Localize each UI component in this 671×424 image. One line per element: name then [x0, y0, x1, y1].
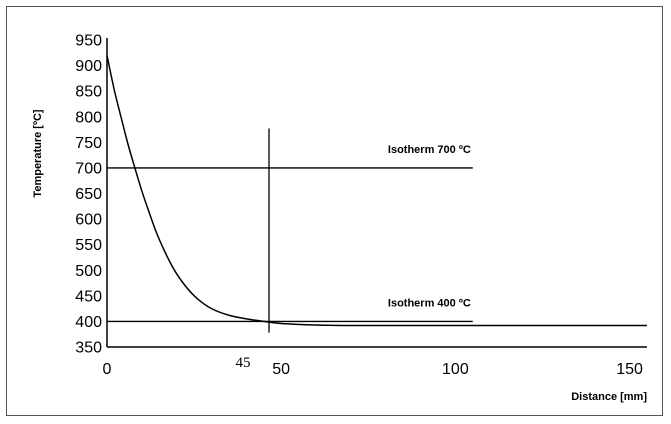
y-tick-label: 350 [75, 340, 102, 357]
distance-marker-label: 45 [236, 355, 251, 371]
temperature-curve [106, 55, 647, 327]
y-tick-label: 450 [75, 288, 102, 305]
y-tick-label: 850 [75, 84, 102, 101]
y-tick-label: 550 [75, 237, 102, 254]
x-axis-title: Distance [mm] [571, 391, 647, 403]
y-tick-label: 650 [75, 186, 102, 203]
isotherm-label: Isotherm 400 ºC [388, 297, 471, 309]
x-tick-label: 50 [272, 361, 290, 378]
x-tick-labels: 0 50 100 150 [103, 361, 643, 378]
y-tick-label: 950 [75, 33, 102, 50]
y-tick-label: 900 [75, 58, 102, 75]
reference-lines: Isotherm 700 ºC Isotherm 400 ºC 45 [107, 128, 473, 371]
y-tick-labels: 350 400 450 500 550 600 650 700 750 800 850 900 950 [75, 33, 102, 357]
x-tick-label: 150 [616, 361, 643, 378]
isotherm-label: Isotherm 700 ºC [388, 144, 471, 156]
y-tick-label: 800 [75, 109, 102, 126]
x-tick-label: 0 [103, 361, 112, 378]
x-tick-label: 100 [442, 361, 469, 378]
y-tick-label: 400 [75, 314, 102, 331]
y-axis-title: Temperature [ºC] [32, 109, 44, 197]
y-tick-label: 700 [75, 160, 102, 177]
y-tick-label: 500 [75, 263, 102, 280]
y-tick-label: 600 [75, 212, 102, 229]
y-tick-label: 750 [75, 135, 102, 152]
